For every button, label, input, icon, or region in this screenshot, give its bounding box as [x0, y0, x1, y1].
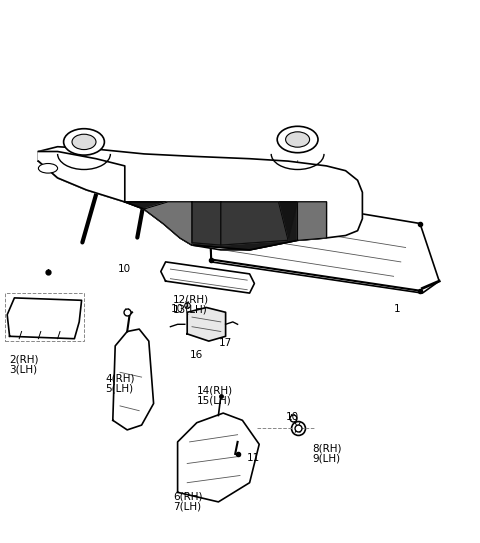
Text: 7(LH): 7(LH) — [173, 501, 201, 511]
Text: 3(LH): 3(LH) — [10, 364, 38, 374]
Ellipse shape — [72, 134, 96, 149]
Ellipse shape — [277, 127, 318, 153]
Ellipse shape — [63, 129, 105, 155]
Polygon shape — [298, 202, 326, 241]
Polygon shape — [209, 190, 439, 293]
Text: 4(RH): 4(RH) — [106, 374, 135, 384]
Text: 9(LH): 9(LH) — [312, 453, 340, 463]
Text: 13(LH): 13(LH) — [173, 304, 207, 314]
Polygon shape — [178, 413, 259, 502]
Text: 2(RH): 2(RH) — [10, 355, 39, 365]
Polygon shape — [38, 151, 125, 202]
Ellipse shape — [286, 132, 310, 147]
Polygon shape — [187, 307, 226, 341]
Polygon shape — [144, 202, 192, 245]
Polygon shape — [113, 329, 154, 430]
Polygon shape — [38, 147, 362, 250]
Text: 16: 16 — [190, 350, 203, 360]
Text: 10: 10 — [170, 304, 183, 314]
Text: 10: 10 — [118, 263, 131, 274]
Text: 8(RH): 8(RH) — [312, 444, 341, 453]
Ellipse shape — [38, 163, 58, 173]
Text: 11: 11 — [247, 453, 261, 463]
Bar — [5, 293, 84, 341]
Text: 12(RH): 12(RH) — [173, 295, 209, 305]
Polygon shape — [161, 262, 254, 293]
Text: 5(LH): 5(LH) — [106, 383, 134, 394]
Polygon shape — [192, 202, 298, 245]
Polygon shape — [221, 202, 288, 245]
Text: 1: 1 — [394, 304, 400, 314]
Text: 6(RH): 6(RH) — [173, 491, 202, 502]
Text: 14(RH): 14(RH) — [197, 386, 233, 396]
Polygon shape — [7, 298, 82, 339]
Polygon shape — [125, 202, 326, 250]
Text: 10: 10 — [286, 412, 299, 422]
Text: 17: 17 — [218, 338, 232, 348]
Text: 15(LH): 15(LH) — [197, 395, 231, 406]
Polygon shape — [192, 202, 221, 245]
